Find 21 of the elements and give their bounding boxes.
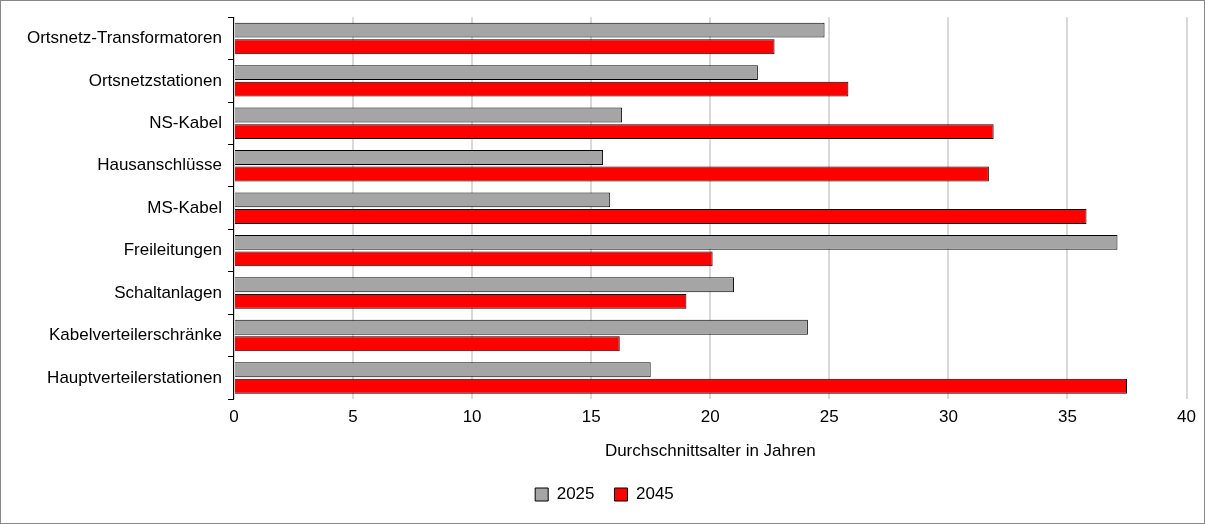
x-axis-title: Durchschnittsalter in Jahren (604, 441, 816, 461)
x-tick-label: 20 (700, 407, 720, 427)
legend-label: 2025 (556, 484, 595, 504)
y-tick-label: Schaltanlagen (114, 282, 222, 302)
y-tick-label: Kabelverteilerschränke (49, 325, 222, 345)
x-tick-label: 30 (938, 407, 958, 427)
y-tick-label: Hauptverteilerstationen (47, 367, 222, 387)
y-tick-label: MS-Kabel (147, 197, 222, 217)
x-tick-label: 35 (1058, 407, 1077, 427)
x-tick-label: 5 (348, 407, 358, 427)
y-tick-label: Ortsnetzstationen (88, 70, 222, 90)
x-tick-label: 25 (819, 407, 839, 427)
x-tick-label: 0 (229, 407, 239, 427)
x-tick-label: 10 (462, 407, 482, 427)
y-tick-label: Freileitungen (123, 240, 222, 260)
y-tick-label: NS-Kabel (149, 113, 222, 132)
legend-label: 2045 (636, 484, 674, 504)
x-tick-label: 40 (1177, 407, 1197, 427)
x-tick-label: 15 (581, 407, 601, 427)
y-tick-label: Ortsnetz-Transformatoren (26, 28, 222, 48)
y-tick-label: Hausanschlüsse (97, 155, 222, 175)
